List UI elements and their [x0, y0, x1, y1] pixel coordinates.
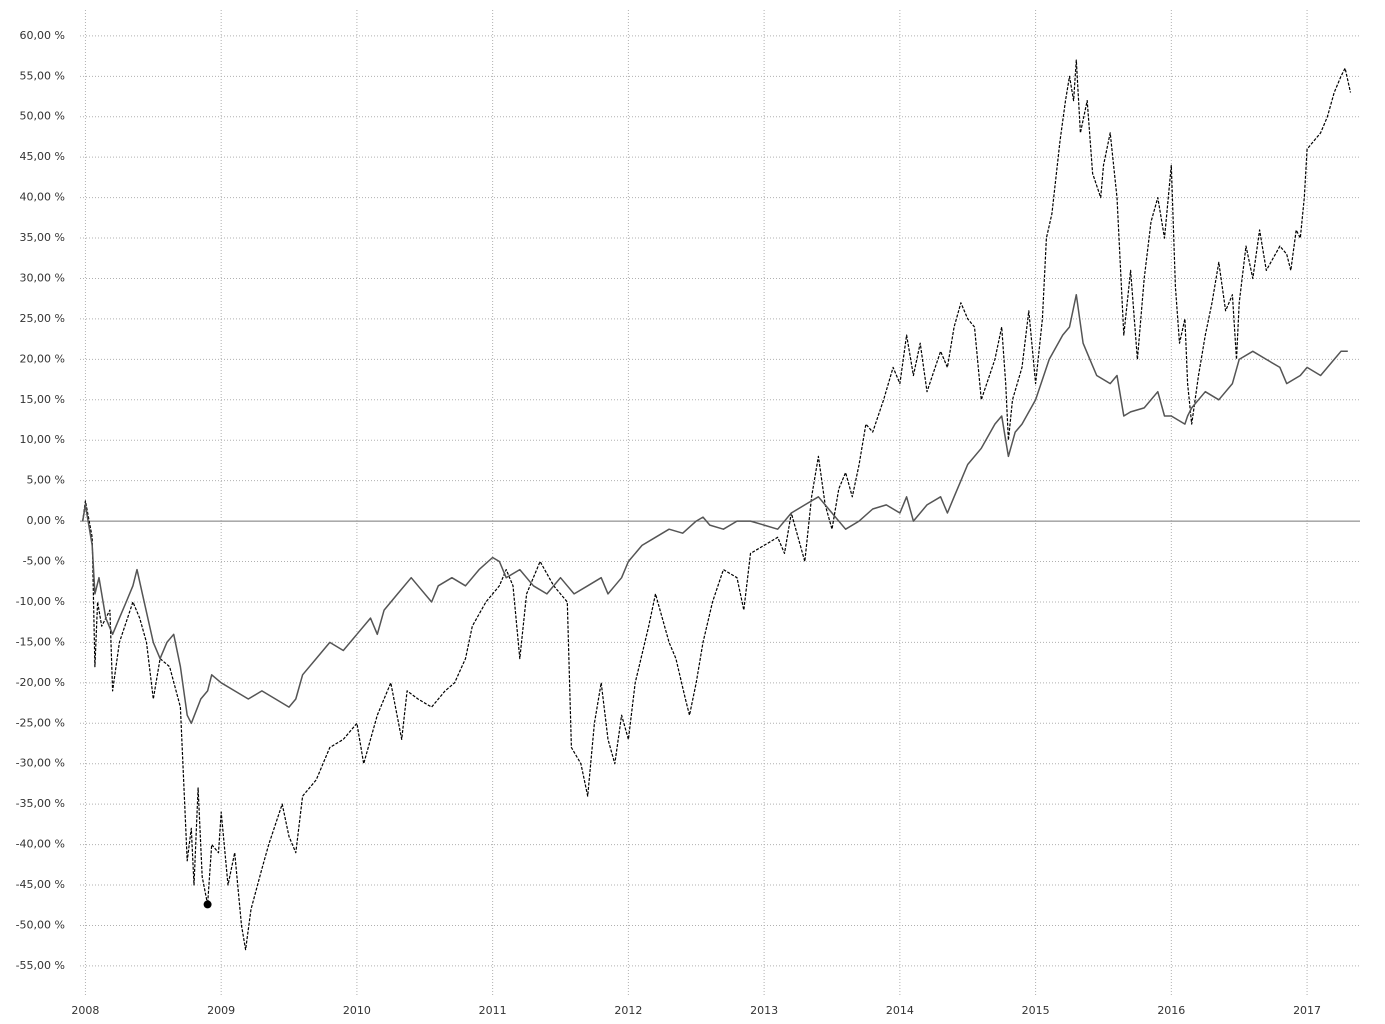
x-tick-label: 2016	[1157, 1004, 1185, 1017]
y-tick-label: 55,00 %	[20, 69, 65, 82]
y-tick-label: -20,00 %	[16, 676, 65, 689]
y-tick-label: -40,00 %	[16, 838, 65, 851]
y-tick-label: -30,00 %	[16, 757, 65, 770]
y-tick-label: 30,00 %	[20, 271, 65, 284]
y-tick-label: -45,00 %	[16, 878, 65, 891]
y-tick-label: -35,00 %	[16, 797, 65, 810]
y-tick-label: 45,00 %	[20, 150, 65, 163]
y-tick-label: -5,00 %	[23, 555, 65, 568]
y-tick-label: 10,00 %	[20, 433, 65, 446]
y-tick-label: 60,00 %	[20, 29, 65, 42]
y-tick-label: 40,00 %	[20, 191, 65, 204]
x-tick-label: 2008	[71, 1004, 99, 1017]
y-tick-label: -55,00 %	[16, 959, 65, 972]
y-tick-label: 5,00 %	[27, 474, 65, 487]
x-tick-label: 2012	[614, 1004, 642, 1017]
y-tick-label: 0,00 %	[27, 514, 65, 527]
x-tick-label: 2011	[479, 1004, 507, 1017]
x-tick-label: 2009	[207, 1004, 235, 1017]
y-tick-label: -25,00 %	[16, 716, 65, 729]
y-tick-label: -15,00 %	[16, 635, 65, 648]
x-tick-label: 2017	[1293, 1004, 1321, 1017]
y-tick-label: -10,00 %	[16, 595, 65, 608]
x-tick-label: 2010	[343, 1004, 371, 1017]
series-line	[81, 293, 1348, 725]
y-tick-label: -50,00 %	[16, 918, 65, 931]
x-tick-label: 2014	[886, 1004, 914, 1017]
x-tick-label: 2015	[1022, 1004, 1050, 1017]
x-tick-label: 2013	[750, 1004, 778, 1017]
point-marker	[203, 900, 212, 909]
series-line	[82, 59, 1352, 951]
y-tick-label: 50,00 %	[20, 110, 65, 123]
y-tick-label: 20,00 %	[20, 352, 65, 365]
y-tick-label: 25,00 %	[20, 312, 65, 325]
y-tick-label: 15,00 %	[20, 393, 65, 406]
y-tick-label: 35,00 %	[20, 231, 65, 244]
